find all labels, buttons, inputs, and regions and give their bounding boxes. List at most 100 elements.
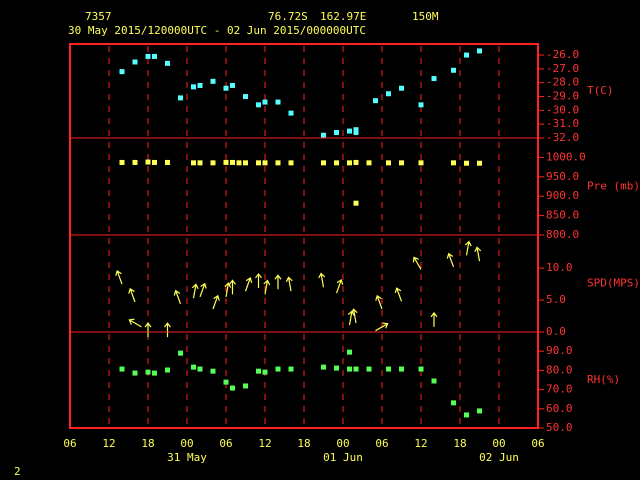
point <box>477 408 482 414</box>
point <box>223 85 229 91</box>
wind-arrow <box>144 322 152 338</box>
x-tick-label: 06 <box>63 437 76 450</box>
y-tick-label: 900.0 <box>546 189 579 202</box>
point <box>230 159 235 165</box>
point <box>464 412 469 418</box>
wind-arrow <box>191 283 199 299</box>
point <box>178 350 183 356</box>
point <box>165 159 170 165</box>
point <box>347 160 352 166</box>
point <box>399 160 404 166</box>
wind-arrow <box>128 287 136 303</box>
y-tick-label: -28.0 <box>546 76 579 89</box>
point <box>347 349 352 355</box>
panel-label: RH(%) <box>587 373 620 386</box>
panel-label: T(C) <box>587 84 614 97</box>
wind-arrow <box>412 256 422 270</box>
point <box>353 159 359 165</box>
point <box>353 200 359 206</box>
point <box>223 379 229 385</box>
point <box>353 129 359 135</box>
point <box>262 99 268 105</box>
point <box>334 129 339 135</box>
y-tick-label: 800.0 <box>546 228 579 241</box>
wind-arrow <box>274 274 282 290</box>
point <box>366 366 372 372</box>
point <box>210 368 216 374</box>
point <box>256 160 261 166</box>
wind-arrow <box>173 289 182 305</box>
point <box>262 369 268 375</box>
point <box>119 366 125 372</box>
point <box>386 91 391 97</box>
page-number: 2 <box>14 465 21 478</box>
point <box>191 160 196 166</box>
point <box>256 102 261 108</box>
wind-arrow <box>318 272 326 288</box>
x-tick-label: 12 <box>258 437 271 450</box>
y-tick-label: 950.0 <box>546 170 579 183</box>
point <box>119 159 125 165</box>
point <box>230 82 235 88</box>
point <box>321 364 326 370</box>
point <box>464 160 469 166</box>
y-tick-label: 10.0 <box>546 261 573 274</box>
y-tick-label: 60.0 <box>546 402 573 415</box>
panel-label: SPD(MPS) <box>587 277 640 290</box>
wind-arrow <box>212 294 220 310</box>
point <box>477 48 482 54</box>
x-tick-label: 12 <box>102 437 115 450</box>
point <box>230 385 235 391</box>
x-tick-label: 06 <box>375 437 388 450</box>
point <box>334 365 339 371</box>
point <box>243 160 248 166</box>
point <box>145 159 151 165</box>
y-tick-label: -30.0 <box>546 103 579 116</box>
point <box>191 364 196 370</box>
wind-arrow <box>199 282 207 298</box>
wind-arrow <box>285 276 293 292</box>
point <box>132 59 138 65</box>
wind-arrow <box>335 278 344 294</box>
y-tick-label: 850.0 <box>546 209 579 222</box>
point <box>275 99 281 105</box>
x-tick-label: 00 <box>180 437 193 450</box>
point <box>334 160 339 166</box>
y-tick-label: 70.0 <box>546 383 573 396</box>
x-tick-label: 12 <box>414 437 427 450</box>
point <box>152 53 157 59</box>
x-tick-label: 18 <box>453 437 466 450</box>
point <box>275 160 281 166</box>
point <box>210 160 216 166</box>
point <box>236 160 242 166</box>
station-id: 7357 <box>85 10 112 23</box>
point <box>145 53 151 59</box>
y-tick-label: -31.0 <box>546 117 579 130</box>
x-tick-label: 00 <box>492 437 505 450</box>
point <box>431 76 437 82</box>
point <box>288 366 294 372</box>
panel-label: Pre (mb) <box>587 180 640 193</box>
point <box>152 159 157 165</box>
y-tick-label: 50.0 <box>546 421 573 434</box>
wind-arrow <box>350 308 358 324</box>
point <box>119 69 125 75</box>
point <box>353 127 359 133</box>
point <box>256 368 261 374</box>
point <box>418 160 424 166</box>
point <box>347 128 352 134</box>
point <box>132 370 138 376</box>
point <box>197 82 203 88</box>
point <box>451 67 456 73</box>
y-tick-label: 1000.0 <box>546 150 586 163</box>
y-tick-label: 5.0 <box>546 293 566 306</box>
point <box>464 52 469 58</box>
wind-arrow <box>229 279 236 295</box>
frame <box>69 43 539 429</box>
point <box>399 85 404 91</box>
y-tick-label: 0.0 <box>546 325 566 338</box>
wind-arrow <box>255 272 262 288</box>
wind-arrow <box>224 282 232 297</box>
point <box>210 78 216 84</box>
wind-arrow <box>394 287 403 302</box>
